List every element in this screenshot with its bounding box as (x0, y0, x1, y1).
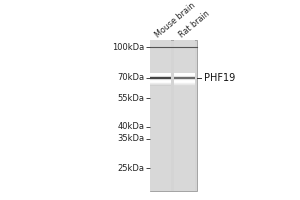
Bar (174, 79, 195, 80)
Bar (150, 74, 171, 75)
Bar (174, 75, 195, 76)
Text: 35kDa: 35kDa (118, 134, 145, 143)
Bar (150, 79, 171, 80)
Text: 100kDa: 100kDa (112, 43, 145, 52)
Text: 70kDa: 70kDa (118, 73, 145, 82)
Bar (150, 74, 171, 75)
Bar (174, 74, 195, 75)
Bar (174, 80, 195, 81)
Bar (150, 78, 171, 79)
Bar (174, 76, 195, 77)
Bar (174, 81, 195, 82)
Bar (174, 80, 195, 81)
Bar (174, 85, 195, 86)
Bar (174, 74, 195, 75)
Bar (150, 80, 171, 81)
Bar (174, 83, 195, 84)
Bar (150, 40, 196, 191)
Bar (174, 78, 195, 79)
Text: 25kDa: 25kDa (118, 164, 145, 173)
Bar (150, 80, 171, 81)
Bar (174, 78, 195, 79)
Bar (150, 74, 171, 75)
Bar (174, 79, 195, 80)
Bar (174, 73, 195, 74)
Bar (150, 75, 171, 76)
Bar (174, 85, 195, 86)
Bar (174, 77, 195, 78)
Bar (150, 79, 171, 80)
Bar (150, 78, 171, 79)
Text: PHF19: PHF19 (204, 73, 235, 83)
Bar (174, 82, 195, 83)
Bar (150, 77, 171, 78)
Bar (150, 76, 171, 77)
Bar (150, 82, 171, 83)
Bar (150, 81, 171, 82)
Bar (174, 84, 195, 85)
Bar (150, 85, 171, 86)
Bar (150, 40, 171, 191)
Bar (150, 83, 171, 84)
Bar (174, 83, 195, 84)
Bar (174, 78, 195, 79)
Bar (174, 77, 195, 78)
Bar (174, 76, 195, 77)
Bar (150, 81, 171, 82)
Bar (150, 82, 171, 83)
Bar (174, 40, 195, 191)
Text: 55kDa: 55kDa (118, 94, 145, 103)
Text: Mouse brain: Mouse brain (153, 1, 197, 40)
Bar (174, 80, 195, 81)
Bar (150, 76, 171, 77)
Bar (174, 84, 195, 85)
Bar (150, 84, 171, 85)
Text: 40kDa: 40kDa (118, 122, 145, 131)
Bar (174, 81, 195, 82)
Bar (150, 78, 171, 79)
Bar (174, 74, 195, 75)
Bar (150, 80, 171, 81)
Bar (150, 77, 171, 78)
Bar (150, 73, 171, 74)
Bar (174, 82, 195, 83)
Bar (150, 85, 171, 86)
Bar (150, 84, 171, 85)
Bar (174, 76, 195, 77)
Bar (150, 75, 171, 76)
Bar (150, 83, 171, 84)
Text: Rat brain: Rat brain (177, 9, 211, 40)
Bar (174, 75, 195, 76)
Bar (150, 76, 171, 77)
